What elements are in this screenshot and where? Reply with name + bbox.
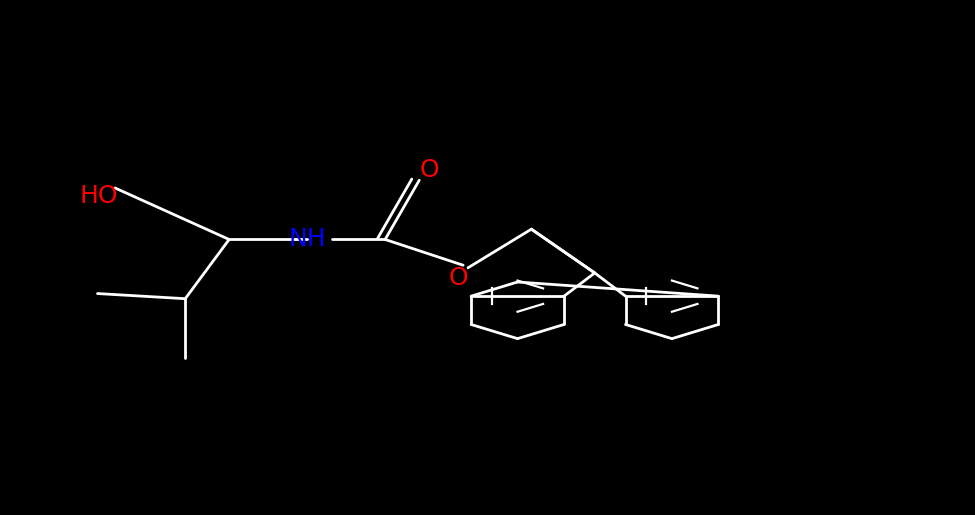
Text: O: O <box>448 266 468 290</box>
Text: HO: HO <box>80 184 118 208</box>
Text: NH: NH <box>289 228 326 251</box>
Text: O: O <box>419 158 439 182</box>
